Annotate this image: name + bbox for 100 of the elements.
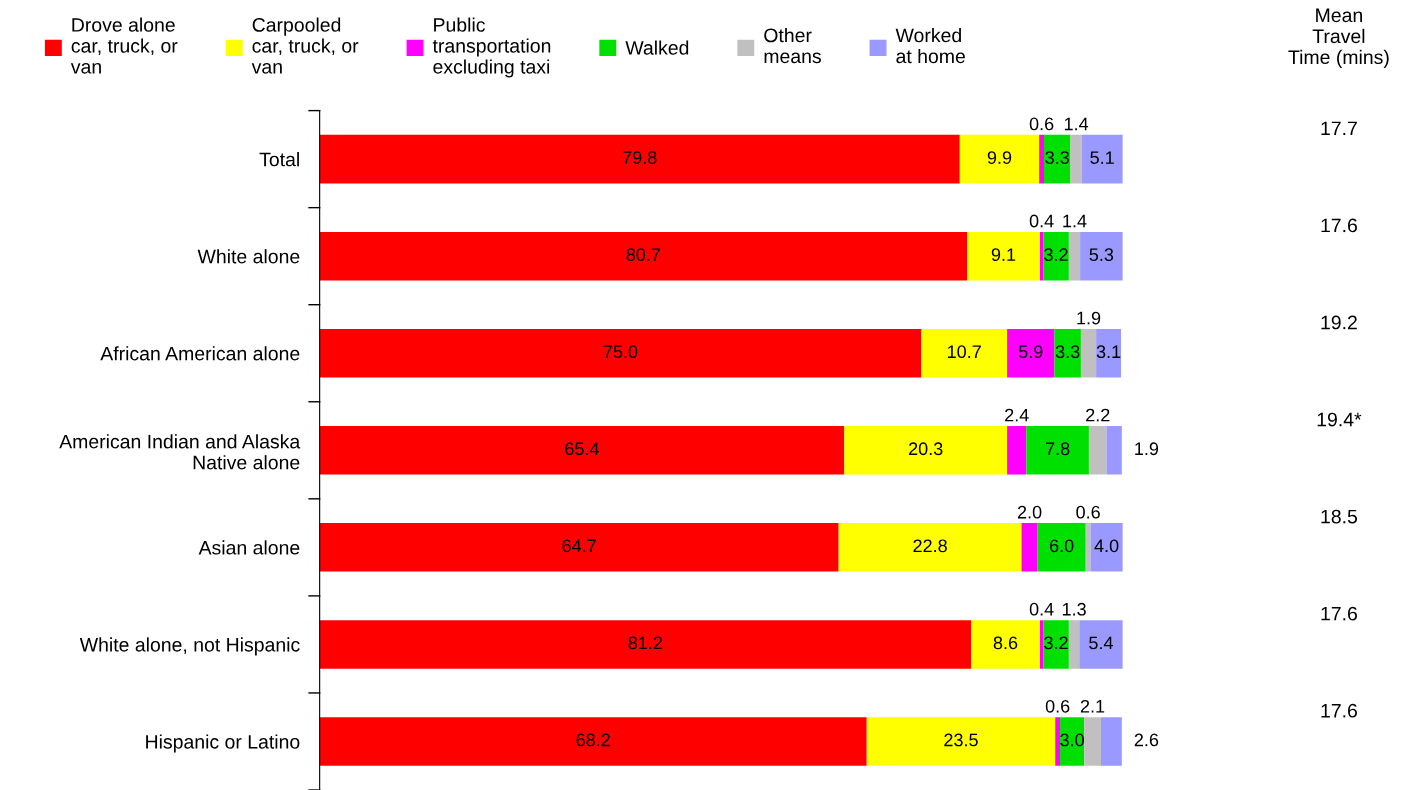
y-tick-label: White alone <box>197 249 300 264</box>
bar <box>866 717 1056 766</box>
data-label: 2.6 <box>1134 733 1159 747</box>
y-tick-label: White alone, not Hispanic <box>79 637 300 656</box>
bar <box>1085 523 1091 572</box>
bar <box>1043 231 1069 281</box>
data-label: 20.3 <box>909 442 943 456</box>
data-label: 64.7 <box>562 539 596 553</box>
y-tick-label: Asian alone <box>198 540 300 555</box>
bar <box>1044 134 1071 184</box>
data-label: 23.5 <box>944 733 978 747</box>
text: 19.4* <box>1317 412 1362 427</box>
text: 17.6 <box>1321 218 1357 233</box>
bar <box>971 620 1040 669</box>
data-label: 81.2 <box>628 636 662 650</box>
data-label: 3.1 <box>1096 345 1121 359</box>
data-label: 2.4 <box>1005 408 1029 422</box>
text: 17.7 <box>1321 121 1357 136</box>
legend-label: Drove alone car, truck, or van <box>70 17 178 74</box>
bar <box>1054 328 1081 378</box>
data-label: 3.2 <box>1044 248 1068 262</box>
text: 19.2 <box>1321 315 1357 330</box>
data-label: 9.9 <box>987 151 1012 164</box>
bar <box>921 328 1008 378</box>
data-label: 0.6 <box>1045 699 1070 713</box>
data-label: 5.1 <box>1090 151 1114 164</box>
data-label: 1.4 <box>1063 214 1087 228</box>
bar <box>1106 426 1122 475</box>
data-label: 65.4 <box>565 442 600 456</box>
data-label: 1.9 <box>1077 311 1101 325</box>
bar <box>1068 231 1081 281</box>
bar <box>1084 717 1101 766</box>
bar <box>1037 523 1086 572</box>
bar <box>838 523 1022 572</box>
text: 17.6 <box>1321 703 1357 718</box>
data-label: 79.8 <box>623 151 657 164</box>
bar <box>1080 328 1097 378</box>
y-tick-label: American Indian and Alaska Native alone <box>59 434 301 470</box>
data-label: 1.3 <box>1062 602 1086 616</box>
data-label: 0.6 <box>1076 505 1100 519</box>
data-label: 0.4 <box>1029 214 1054 228</box>
y-tick-label: Hispanic or Latino <box>146 734 300 753</box>
data-label: 2.2 <box>1086 408 1110 422</box>
data-label: 1.4 <box>1064 117 1089 131</box>
bar <box>967 231 1040 281</box>
bar <box>1096 328 1122 378</box>
bar <box>1040 620 1044 669</box>
data-label: 0.6 <box>1029 117 1054 131</box>
bar <box>1021 523 1038 572</box>
data-label: 3.0 <box>1060 733 1084 747</box>
bar <box>1068 620 1080 669</box>
bar <box>319 328 922 378</box>
bar <box>1088 426 1107 475</box>
legend-label: Other means <box>764 27 821 64</box>
data-label: 22.8 <box>913 539 947 553</box>
text: 17.6 <box>1321 606 1357 621</box>
legend-label: Worked at home <box>895 27 965 64</box>
bar <box>319 523 839 572</box>
bar <box>1070 134 1082 184</box>
y-tick-label: Total <box>259 152 299 167</box>
bar <box>319 620 972 669</box>
data-label: 75.0 <box>603 345 638 359</box>
data-label: 3.3 <box>1055 345 1080 359</box>
data-label: 8.6 <box>993 636 1018 650</box>
data-label: 10.7 <box>948 345 981 359</box>
data-label: 0.4 <box>1029 602 1054 616</box>
data-label: 68.2 <box>576 733 610 747</box>
bar <box>1007 328 1055 378</box>
data-label: 7.8 <box>1046 442 1070 456</box>
bar <box>1026 426 1089 475</box>
legend-label: Walked <box>625 40 689 55</box>
legend-label: Carpooled car, truck, or van <box>251 17 359 74</box>
legend-label: Public transportation excluding taxi <box>432 17 551 78</box>
y-tick-label: African American alone <box>100 346 300 361</box>
data-label: 2.0 <box>1017 505 1042 519</box>
text: 18.5 <box>1321 509 1358 524</box>
bar <box>1100 717 1122 766</box>
bar <box>1079 620 1123 669</box>
data-label: 3.3 <box>1045 151 1069 164</box>
bar <box>319 231 967 281</box>
data-label: 5.4 <box>1089 636 1113 650</box>
bar <box>1055 717 1061 766</box>
bar <box>319 426 845 475</box>
bar <box>1060 717 1085 766</box>
data-label: 5.3 <box>1089 248 1114 262</box>
data-label: 2.1 <box>1080 699 1105 713</box>
data-label: 4.0 <box>1094 539 1119 553</box>
bar <box>1007 426 1027 475</box>
data-label: 9.1 <box>991 248 1016 262</box>
bar <box>1080 231 1123 281</box>
text: Mean Travel Time (mins) <box>1288 8 1389 68</box>
bar <box>1090 523 1123 572</box>
bar <box>1081 134 1123 184</box>
bar <box>1043 620 1069 669</box>
bar <box>959 134 1040 184</box>
data-label: 1.9 <box>1135 442 1159 456</box>
bar <box>844 426 1008 475</box>
data-label: 80.7 <box>626 248 660 262</box>
data-label: 6.0 <box>1050 539 1074 553</box>
bar <box>319 717 867 766</box>
